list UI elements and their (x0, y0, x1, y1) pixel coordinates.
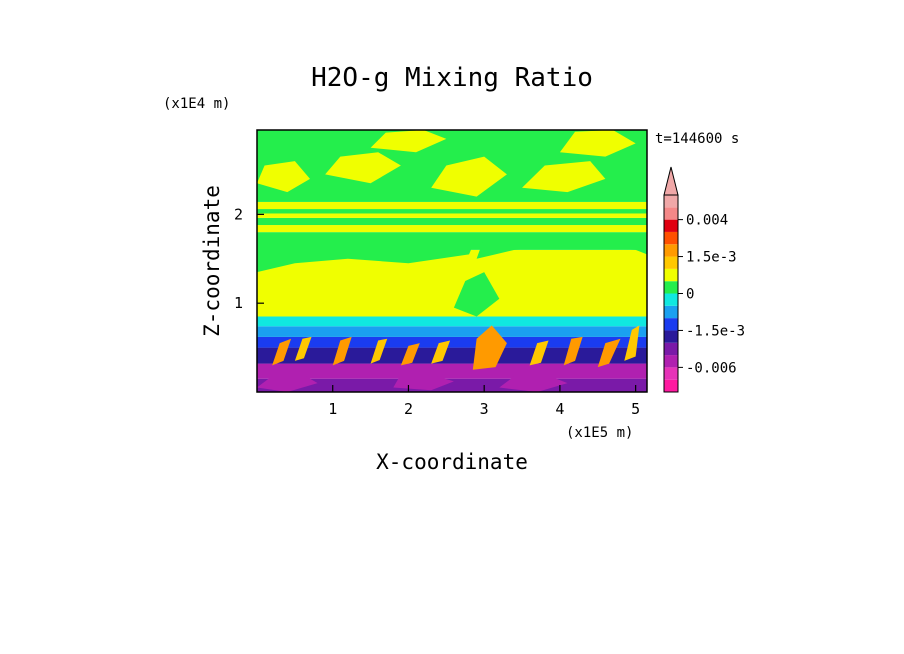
colorbar-swatch (664, 195, 678, 208)
colorbar-swatch (664, 244, 678, 257)
field-patch (522, 161, 606, 193)
y-tick-label: 1 (234, 294, 243, 312)
field-patch (400, 343, 420, 366)
colorbar-swatch (664, 268, 678, 282)
field-patch (431, 156, 507, 197)
field-patch (499, 374, 568, 392)
x-tick-label: 1 (328, 400, 337, 418)
field-band (257, 316, 647, 327)
field-patch (257, 161, 311, 193)
field-patch (624, 325, 640, 361)
y-axis-label: Z-coordinate (200, 185, 224, 337)
field-patch (332, 336, 352, 366)
plot-frame (256, 129, 648, 393)
field-patch (472, 325, 507, 370)
colorbar-swatch (664, 293, 678, 306)
colorbar-swatch (664, 342, 678, 356)
colorbar-label: 0 (686, 287, 694, 303)
x-tick-label: 5 (631, 400, 640, 418)
colorbar-arrow (663, 166, 679, 196)
field-patch (257, 236, 477, 273)
field-patch (453, 272, 500, 317)
x-tick-label: 2 (404, 400, 413, 418)
y-tick-label: 2 (234, 205, 243, 223)
x-axis-label: X-coordinate (376, 450, 528, 474)
colorbar-label: -0.006 (686, 360, 737, 376)
time-label: t=144600 s (655, 131, 739, 147)
colorbar-swatch (664, 305, 678, 319)
field-patch (294, 336, 312, 361)
field-band (257, 201, 647, 210)
field-patch (431, 340, 451, 364)
x-axis-ticks: 1 2 3 4 5 (328, 385, 640, 418)
y-axis-ticks: 12 (234, 205, 264, 312)
field-band (257, 249, 647, 317)
colorbar-swatch (664, 256, 678, 269)
colorbar-label: 1.5e-3 (686, 250, 737, 266)
field-patch (272, 338, 292, 366)
colorbar-swatch (664, 379, 678, 392)
colorbar-swatch (664, 219, 678, 232)
field-band (257, 363, 647, 379)
colorbar-swatch (664, 281, 678, 294)
colorbar-swatch (664, 355, 678, 368)
plot-area (257, 130, 647, 392)
field-patch (529, 340, 549, 366)
field-band (257, 225, 647, 233)
field-patch (325, 152, 401, 184)
field-patch (559, 130, 636, 157)
field-patch (257, 374, 318, 392)
colorbar-swatch (664, 207, 678, 220)
x-unit-label: (x1E5 m) (566, 425, 633, 441)
field-patch (370, 338, 388, 364)
colorbar-label: 0.004 (686, 213, 728, 229)
field-band (257, 378, 647, 392)
x-tick-label: 3 (480, 400, 489, 418)
colorbar-swatch (664, 330, 678, 343)
field-band (257, 217, 647, 226)
colorbar-label: -1.5e-3 (686, 323, 745, 339)
field-band (257, 347, 647, 364)
y-unit-label: (x1E4 m) (163, 96, 230, 112)
x-tick-label: 4 (555, 400, 564, 418)
field-patch (370, 130, 447, 153)
field-band (257, 209, 647, 214)
field-band (257, 336, 647, 348)
chart-title: H2O-g Mixing Ratio (311, 63, 593, 93)
field-band (257, 326, 647, 337)
colorbar-swatch (664, 318, 678, 331)
field-band (257, 213, 647, 218)
field-patch (476, 233, 647, 259)
colorbar: 0.004 1.5e-3 0 -1.5e-3 -0.006 (663, 166, 745, 393)
field-patch (563, 336, 583, 366)
colorbar-swatch (664, 367, 678, 380)
field-patch (597, 338, 621, 368)
colorbar-swatch (664, 231, 678, 245)
